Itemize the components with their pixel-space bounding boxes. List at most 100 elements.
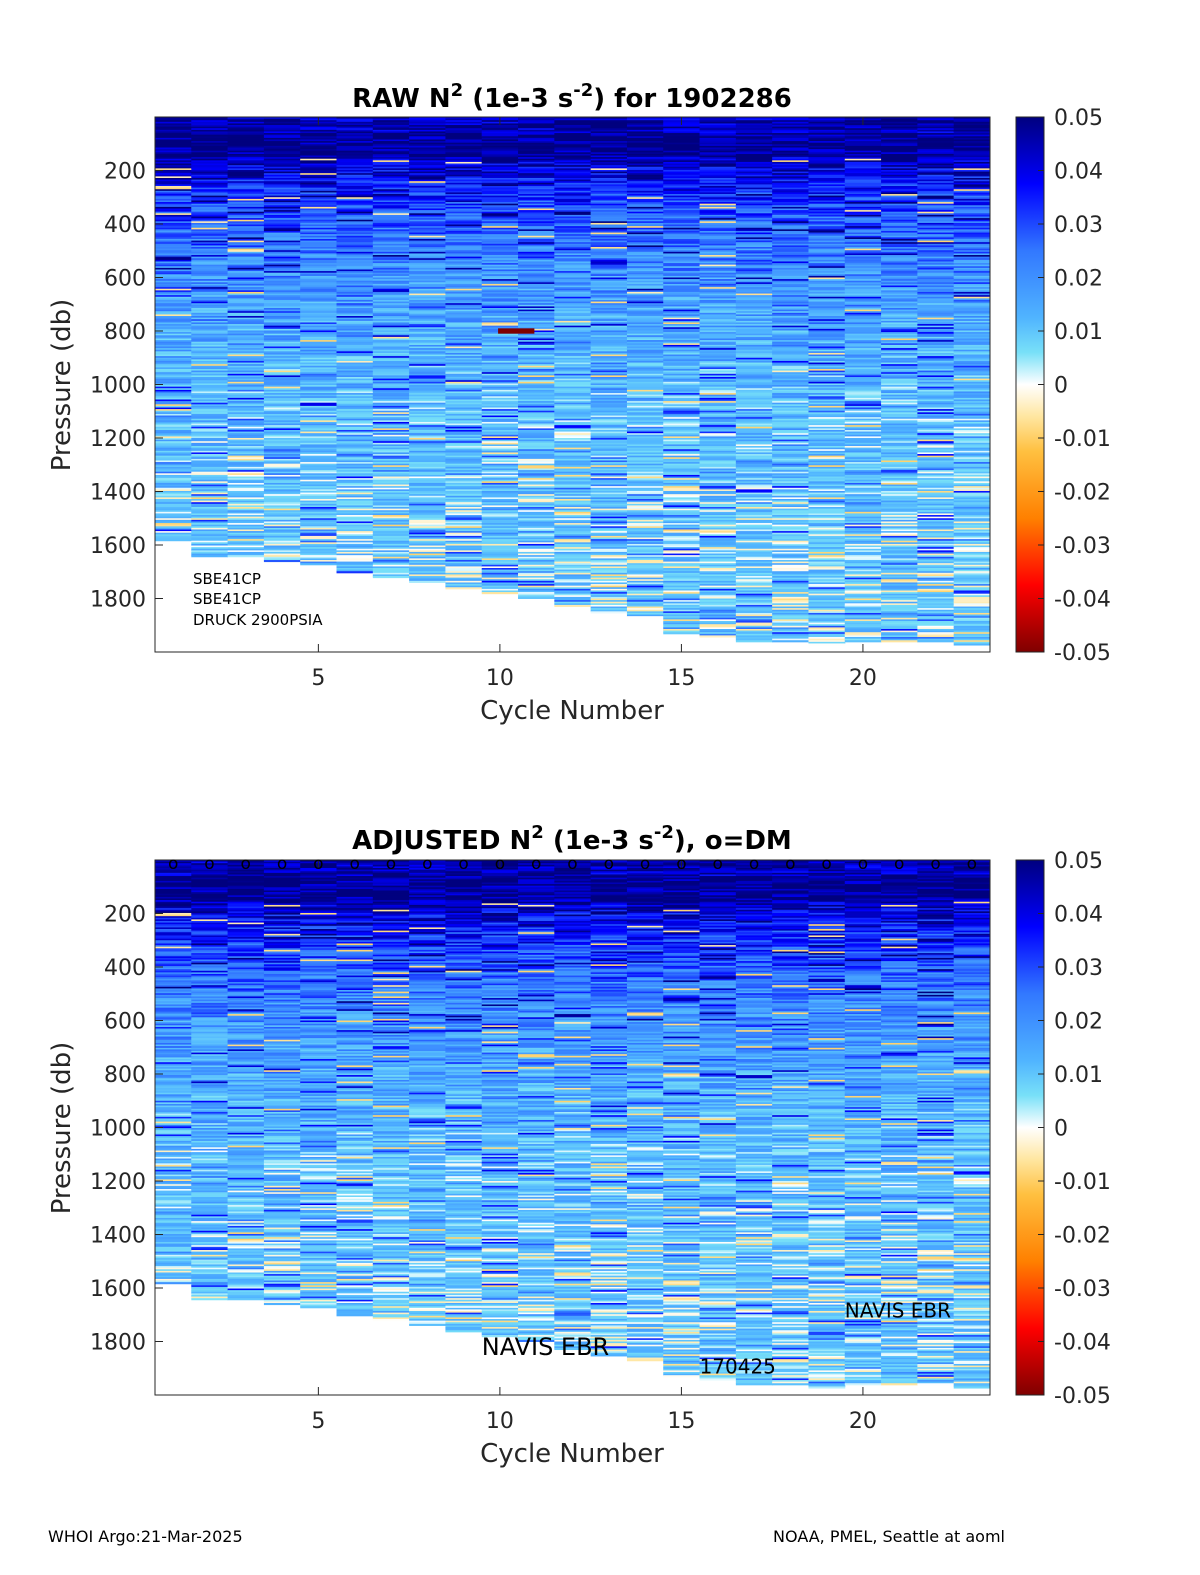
heatmap-cell (554, 153, 592, 157)
heatmap-cell (554, 510, 592, 513)
heatmap-cell (336, 288, 374, 291)
heatmap-cell (590, 386, 628, 389)
heatmap-cell (554, 507, 592, 510)
heatmap-cell (554, 356, 592, 359)
heatmap-cell (263, 558, 301, 561)
heatmap-cell (372, 510, 410, 513)
heatmap-cell (481, 203, 519, 206)
heatmap-cell (518, 205, 555, 208)
heatmap-cell (372, 476, 410, 479)
heatmap-cell (372, 383, 410, 386)
heatmap-cell (590, 206, 628, 209)
heatmap-cell (227, 378, 265, 381)
heatmap-cell (227, 465, 265, 468)
heatmap-cell (336, 165, 374, 168)
heatmap-cell (481, 195, 519, 198)
heatmap-cell (191, 174, 229, 177)
heatmap-cell (191, 463, 229, 466)
heatmap-cell (155, 352, 192, 356)
heatmap-cell (300, 409, 338, 412)
heatmap-cell (227, 255, 265, 258)
heatmap-cell (300, 393, 338, 396)
heatmap-cell (372, 386, 410, 389)
heatmap-cell (481, 296, 519, 299)
heatmap-cell (518, 272, 555, 275)
heatmap-cell (372, 259, 410, 262)
heatmap-cell (409, 481, 446, 484)
heatmap-cell (263, 548, 301, 551)
heatmap-cell (263, 325, 301, 328)
heatmap-cell (445, 462, 483, 465)
heatmap-cell (227, 118, 265, 121)
heatmap-cell (518, 242, 555, 245)
heatmap-cell (445, 375, 483, 378)
heatmap-cell (409, 489, 446, 492)
heatmap-cell (518, 224, 555, 227)
heatmap-cell (300, 482, 338, 486)
heatmap-cell (300, 311, 338, 314)
heatmap-cell (372, 312, 410, 315)
heatmap-cell (227, 298, 265, 301)
heatmap-cell (590, 163, 628, 166)
heatmap-cell (300, 197, 338, 200)
heatmap-cell (336, 316, 374, 319)
heatmap-cell (518, 502, 555, 505)
heatmap-cell (372, 218, 410, 221)
heatmap-cell (445, 510, 483, 513)
heatmap-cell (481, 125, 519, 128)
heatmap-cell (445, 327, 483, 330)
heatmap-cell (336, 187, 374, 190)
heatmap-cell (554, 123, 592, 126)
heatmap-cell (263, 503, 301, 506)
heatmap-cell (626, 235, 664, 238)
heatmap-cell (590, 431, 628, 434)
heatmap-cell (336, 179, 374, 182)
heatmap-cell (155, 322, 192, 325)
heatmap-cell (518, 319, 555, 322)
heatmap-cell (372, 380, 410, 383)
heatmap-cell (409, 129, 446, 132)
heatmap-cell (445, 144, 483, 147)
heatmap-cell (191, 169, 229, 173)
heatmap-cell (372, 417, 410, 420)
heatmap-cell (481, 507, 519, 510)
heatmap-cell (227, 401, 265, 404)
heatmap-cell (191, 216, 229, 219)
heatmap-cell (372, 484, 410, 487)
heatmap-cell (227, 311, 265, 314)
heatmap-cell (445, 349, 483, 352)
heatmap-cell (409, 200, 446, 203)
heatmap-cell (554, 495, 592, 498)
heatmap-cell (518, 282, 555, 285)
heatmap-cell (445, 186, 483, 189)
heatmap-cell (518, 267, 555, 270)
heatmap-cell (590, 428, 628, 431)
heatmap-cell (590, 136, 628, 139)
heatmap-cell (263, 283, 301, 287)
heatmap-cell (227, 458, 265, 461)
heatmap-cell (481, 176, 519, 179)
heatmap-cell (626, 117, 664, 120)
heatmap-cell (227, 269, 265, 272)
heatmap-cell (155, 296, 192, 299)
heatmap-cell (263, 495, 301, 498)
heatmap-cell (445, 463, 483, 466)
heatmap-cell (518, 341, 555, 344)
heatmap-cell (155, 145, 192, 148)
heatmap-cell (518, 192, 555, 195)
heatmap-cell (481, 362, 519, 365)
heatmap-cell (518, 553, 555, 556)
heatmap-cell (518, 145, 555, 148)
heatmap-cell (590, 579, 628, 582)
heatmap-cell (626, 169, 664, 173)
heatmap-cell (590, 145, 628, 148)
heatmap-cell (263, 184, 301, 187)
heatmap-cell (227, 532, 265, 535)
heatmap-cell (300, 413, 338, 417)
heatmap-cell (372, 133, 410, 136)
heatmap-cell (481, 425, 519, 428)
heatmap-cell (227, 166, 265, 169)
heatmap-cell (300, 341, 338, 344)
heatmap-cell (445, 409, 483, 412)
heatmap-cell (554, 535, 592, 538)
